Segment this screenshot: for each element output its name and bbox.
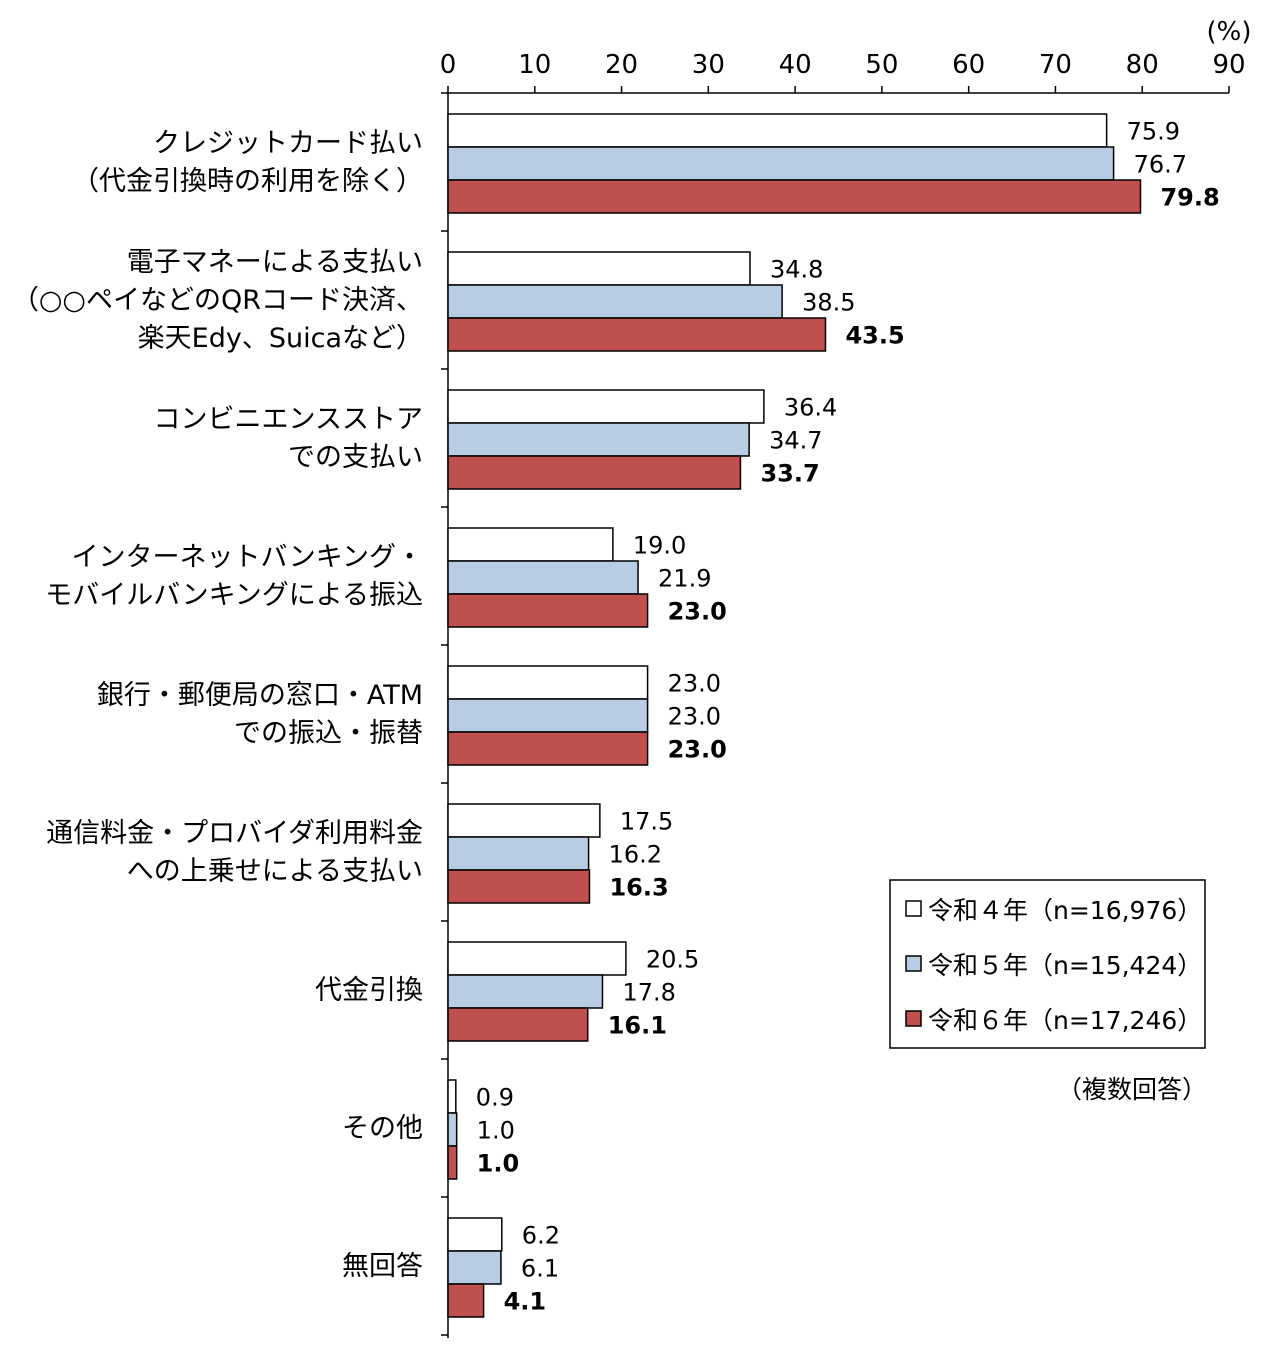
value-label: 16.3 <box>609 874 668 902</box>
bar <box>447 422 750 457</box>
value-label: 16.2 <box>609 841 662 869</box>
value-label: 19.0 <box>633 532 686 560</box>
value-label: 23.0 <box>668 736 727 764</box>
bar <box>447 455 742 490</box>
bar <box>447 1250 502 1285</box>
legend-swatch <box>905 1010 922 1027</box>
bar <box>447 665 649 700</box>
bar <box>447 803 601 838</box>
value-label: 34.7 <box>769 427 822 455</box>
value-label: 4.1 <box>504 1288 547 1316</box>
x-tick-label: 90 <box>1212 50 1245 80</box>
category-label: クレジットカード払い <box>153 128 423 159</box>
category-label: 代金引換 <box>315 975 423 1006</box>
value-label: 79.8 <box>1160 184 1219 212</box>
x-tick-label: 50 <box>865 50 898 80</box>
legend-label: 令和４年（n=16,976） <box>928 896 1202 925</box>
value-label: 6.1 <box>521 1255 559 1283</box>
bar <box>447 593 649 628</box>
category-label: その他 <box>342 1113 423 1144</box>
bar <box>447 869 591 904</box>
value-label: 23.0 <box>668 703 721 731</box>
bar <box>447 1145 458 1180</box>
bar <box>447 317 827 352</box>
x-tick-label: 30 <box>692 50 725 80</box>
value-label: 76.7 <box>1134 151 1187 179</box>
value-label: 34.8 <box>770 256 823 284</box>
bar <box>447 836 590 871</box>
category-label: コンビニエンスストア <box>154 404 423 435</box>
category-label: での振込・振替 <box>234 718 423 749</box>
unit-label: (%) <box>1207 17 1252 47</box>
category-labels-layer: クレジットカード払い （代金引換時の利用を除く） 電子マネーによる支払い （○○ペイな… <box>12 128 423 1282</box>
category-label: 電子マネーによる支払い <box>127 247 423 278</box>
value-label: 33.7 <box>760 460 819 488</box>
legend-label: 令和５年（n=15,424） <box>928 951 1202 980</box>
category-label: 銀行・郵便局の窓口・ATM <box>97 680 423 711</box>
bars-layer <box>447 113 1142 1318</box>
legend-swatch <box>905 955 922 972</box>
bar <box>447 941 627 976</box>
value-label: 75.9 <box>1127 118 1180 146</box>
category-label: への上乗せによる支払い <box>127 856 423 887</box>
value-label: 36.4 <box>784 394 837 422</box>
value-label: 1.0 <box>477 1117 515 1145</box>
x-tick-label: 60 <box>952 50 985 80</box>
value-label: 17.5 <box>620 808 673 836</box>
x-tick-label: 20 <box>605 50 638 80</box>
bar <box>447 560 639 595</box>
bar <box>447 1007 589 1042</box>
bar <box>447 527 614 562</box>
x-tick-label: 40 <box>779 50 812 80</box>
value-label: 21.9 <box>658 565 711 593</box>
bar <box>447 974 604 1009</box>
category-label: 無回答 <box>342 1251 423 1282</box>
x-tick-label: 10 <box>518 50 551 80</box>
bar <box>447 251 751 286</box>
category-label: での支払い <box>288 442 423 473</box>
value-labels-layer: 75.9 76.7 79.8 34.8 38.5 43.5 36.4 34.7 33.7 19.0… <box>476 118 1220 1316</box>
value-label: 20.5 <box>646 946 699 974</box>
x-tick-label: 0 <box>440 50 457 80</box>
bar <box>447 1217 503 1252</box>
x-tick-label: 70 <box>1039 50 1072 80</box>
category-label: 楽天Edy、Suicaなど） <box>138 323 423 354</box>
bar <box>447 389 765 424</box>
value-label: 1.0 <box>477 1150 520 1178</box>
category-label: （○○ペイなどのQRコード決済、 <box>12 285 423 316</box>
legend: 令和４年（n=16,976） 令和５年（n=15,424） 令和６年（n=17,24… <box>889 879 1207 1104</box>
value-label: 43.5 <box>845 322 904 350</box>
category-label: 通信料金・プロバイダ利用料金 <box>46 818 423 849</box>
x-tick-label: 80 <box>1126 50 1159 80</box>
axis-layer: 0 10 20 30 40 50 60 70 80 90(%) <box>440 17 1252 1338</box>
legend-box <box>889 879 1206 1049</box>
bar <box>447 113 1108 148</box>
value-label: 0.9 <box>476 1084 514 1112</box>
bar <box>447 1112 458 1147</box>
category-label: （代金引換時の利用を除く） <box>72 166 423 197</box>
value-label: 6.2 <box>522 1222 560 1250</box>
category-label: モバイルバンキングによる振込 <box>45 580 423 611</box>
legend-swatch <box>905 900 922 917</box>
legend-label: 令和６年（n=17,246） <box>928 1006 1202 1035</box>
bar <box>447 1079 457 1114</box>
value-label: 16.1 <box>608 1012 667 1040</box>
note-label: （複数回答） <box>1057 1075 1207 1104</box>
category-label: インターネットバンキング・ <box>71 542 423 573</box>
value-label: 23.0 <box>668 598 727 626</box>
value-label: 23.0 <box>668 670 721 698</box>
bar <box>447 698 649 733</box>
bar <box>447 284 783 319</box>
value-label: 38.5 <box>802 289 855 317</box>
value-label: 17.8 <box>622 979 675 1007</box>
bar <box>447 179 1142 214</box>
bar <box>447 731 649 766</box>
bar <box>447 146 1115 181</box>
bar <box>447 1283 485 1318</box>
